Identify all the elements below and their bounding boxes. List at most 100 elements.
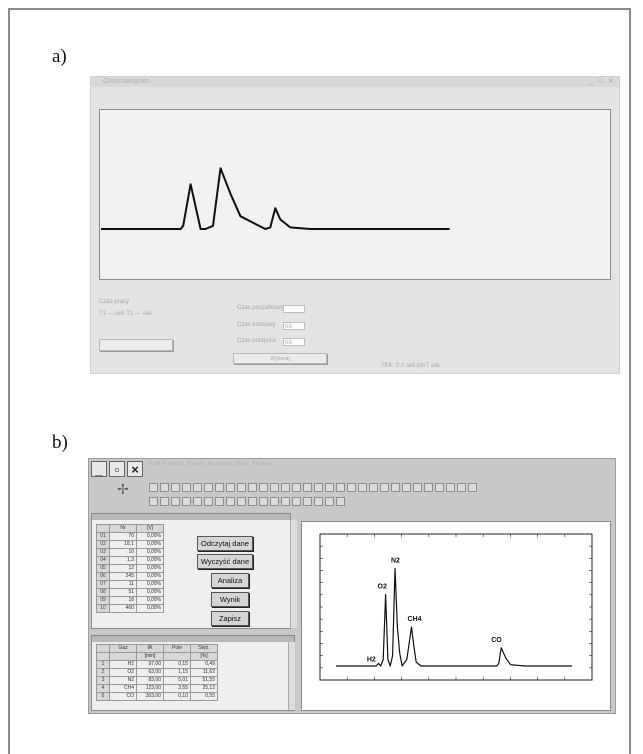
table-cell[interactable]: 0,00% — [136, 556, 164, 565]
table-cell[interactable]: 11 — [109, 580, 137, 589]
save-button[interactable]: Zapisz — [211, 611, 249, 626]
minimize-icon[interactable]: _ — [91, 461, 107, 477]
column-header[interactable] — [96, 644, 110, 653]
toolbar-button[interactable] — [237, 497, 246, 506]
table-cell[interactable]: H2 — [109, 660, 137, 669]
vertical-scrollbar[interactable] — [290, 520, 297, 628]
row-number[interactable]: 5 — [96, 692, 110, 701]
table-cell[interactable]: 51,55 — [190, 676, 218, 685]
toolbar-button[interactable] — [182, 497, 191, 506]
row-number[interactable]: 03 — [96, 548, 110, 557]
table-cell[interactable]: 0,00% — [136, 564, 164, 573]
table-cell[interactable]: 1,3 — [109, 556, 137, 565]
toolbar-button[interactable] — [424, 483, 433, 492]
toolbar-button[interactable] — [380, 483, 389, 492]
column-header[interactable] — [96, 524, 110, 533]
table-row[interactable]: 09 18 0,00% — [96, 596, 164, 605]
toolbar-button[interactable] — [435, 483, 444, 492]
table-cell[interactable]: 0,00% — [136, 580, 164, 589]
toolbar-button[interactable] — [336, 483, 345, 492]
toolbar-button[interactable] — [259, 497, 268, 506]
toolbar-button[interactable] — [413, 483, 422, 492]
toolbar-button[interactable] — [369, 483, 378, 492]
toolbar-button[interactable] — [468, 483, 477, 492]
toolbar-button[interactable] — [281, 497, 290, 506]
column-header[interactable]: Gaz — [109, 644, 137, 653]
table-cell[interactable]: 3,55 — [163, 684, 191, 693]
window-controls[interactable]: _ □ × — [588, 78, 615, 85]
toolbar-button[interactable] — [281, 483, 290, 492]
table-cell[interactable]: 460 — [109, 604, 137, 613]
toolbar-button[interactable] — [149, 497, 158, 506]
table-cell[interactable]: 70 — [109, 532, 137, 541]
table-row[interactable]: 03 10 0,00% — [96, 548, 164, 557]
toolbar-button[interactable] — [358, 483, 367, 492]
table-cell[interactable]: O2 — [109, 668, 137, 677]
vertical-scrollbar[interactable] — [288, 642, 295, 710]
table-cell[interactable]: CH4 — [109, 684, 137, 693]
toolbar-button[interactable] — [248, 497, 257, 506]
table-cell[interactable]: 51 — [109, 588, 137, 597]
toolbar-button[interactable] — [292, 483, 301, 492]
toolbar-button[interactable] — [215, 497, 224, 506]
row-number[interactable]: 05 — [96, 564, 110, 573]
table-row[interactable]: 4 CH4 123,00 3,55 25,12 — [96, 684, 218, 693]
toolbar-button[interactable] — [226, 497, 235, 506]
table-cell[interactable]: 0,00% — [136, 588, 164, 597]
table-cell[interactable]: 18,1 — [109, 540, 137, 549]
table-cell[interactable]: 0,00% — [136, 604, 164, 613]
column-header[interactable]: Pole — [163, 644, 191, 653]
table-cell[interactable]: 97,00 — [136, 660, 164, 669]
toolbar-button[interactable] — [160, 497, 169, 506]
row-number[interactable]: 2 — [96, 668, 110, 677]
row-number[interactable]: 01 — [96, 532, 110, 541]
left-action-button[interactable] — [99, 339, 173, 351]
toolbar-button[interactable] — [270, 483, 279, 492]
row-number[interactable]: 02 — [96, 540, 110, 549]
toolbar-button[interactable] — [457, 483, 466, 492]
toolbar-button[interactable] — [292, 497, 301, 506]
toolbar-button[interactable] — [325, 497, 334, 506]
clear-data-button[interactable]: Wyczyść dane — [197, 554, 253, 569]
column-header[interactable]: tR — [136, 644, 164, 653]
table-cell[interactable]: 0,15 — [163, 660, 191, 669]
toolbar-button[interactable] — [336, 497, 345, 506]
table-row[interactable]: 08 51 0,00% — [96, 588, 164, 597]
toolbar-button[interactable] — [347, 483, 356, 492]
toolbar-button[interactable] — [259, 483, 268, 492]
toolbar-button[interactable] — [204, 497, 213, 506]
table-cell[interactable]: 63,00 — [136, 668, 164, 677]
column-header[interactable]: Nr — [109, 524, 137, 533]
toolbar-button[interactable] — [391, 483, 400, 492]
toolbar-button[interactable] — [303, 497, 312, 506]
toolbar-button[interactable] — [325, 483, 334, 492]
toolbar-button[interactable] — [303, 483, 312, 492]
toolbar-button[interactable] — [182, 483, 191, 492]
table-cell[interactable]: 303,00 — [136, 692, 164, 701]
toolbar-button[interactable] — [160, 483, 169, 492]
toolbar-button[interactable] — [193, 497, 202, 506]
table-row[interactable]: 10 460 0,00% — [96, 604, 164, 613]
toolbar-button[interactable] — [248, 483, 257, 492]
toolbar-button[interactable] — [314, 483, 323, 492]
column-header[interactable]: Stęż. — [190, 644, 218, 653]
table-row[interactable]: 07 11 0,00% — [96, 580, 164, 589]
table-cell[interactable]: 11,62 — [190, 668, 218, 677]
table-cell[interactable]: 0,00% — [136, 548, 164, 557]
toolbar-button[interactable] — [149, 483, 158, 492]
toolbar-button[interactable] — [226, 483, 235, 492]
table-row[interactable]: 3 N2 83,00 5,01 51,55 — [96, 676, 218, 685]
table-cell[interactable]: 18 — [109, 596, 137, 605]
row-number[interactable]: 3 — [96, 676, 110, 685]
table-cell[interactable]: 0,00% — [136, 572, 164, 581]
table-cell[interactable]: 5,01 — [163, 676, 191, 685]
toolbar-button[interactable] — [446, 483, 455, 492]
table-row[interactable]: 2 O2 63,00 1,15 11,62 — [96, 668, 218, 677]
table-row[interactable]: 05 12 0,00% — [96, 564, 164, 573]
close-icon[interactable]: × — [127, 461, 143, 477]
row-number[interactable]: 09 — [96, 596, 110, 605]
toolbar-button[interactable] — [314, 497, 323, 506]
end-time-input[interactable]: 0.0 — [283, 322, 305, 330]
execute-button[interactable]: Wykonaj — [233, 353, 327, 364]
result-button[interactable]: Wynik — [211, 592, 249, 607]
